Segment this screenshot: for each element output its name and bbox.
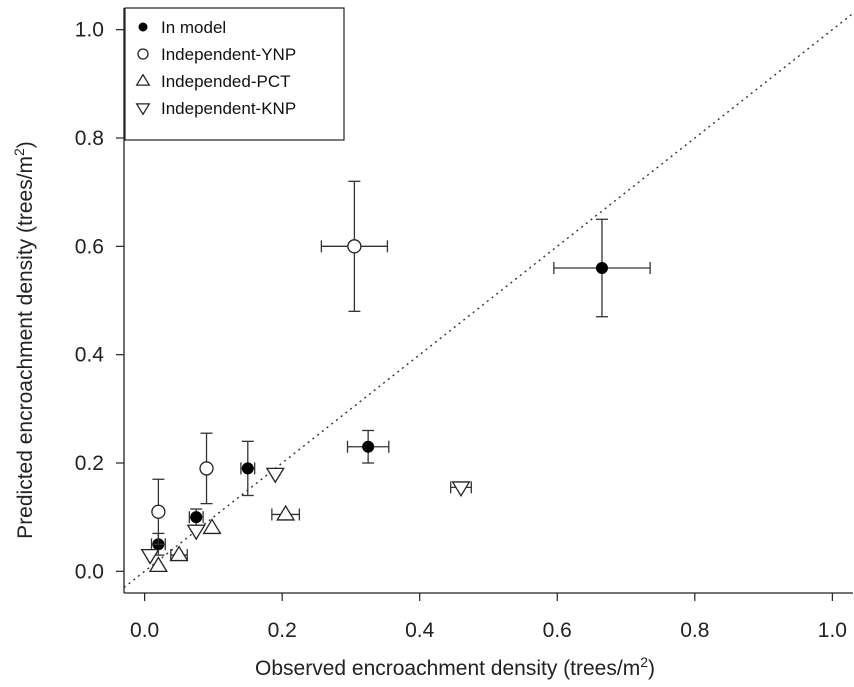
legend-marker — [137, 48, 149, 60]
y-axis-label-close: ) — [14, 141, 37, 148]
legend-entry: Independent-KNP — [161, 99, 296, 118]
legend-entry: In model — [161, 18, 226, 37]
data-point — [347, 239, 362, 254]
data-point — [595, 262, 608, 274]
y-tick-label: 0.0 — [75, 560, 104, 583]
legend-marker — [135, 103, 151, 116]
legend-marker — [138, 22, 148, 32]
y-axis-label-text: Predicted encroachment density (trees/m — [14, 156, 37, 539]
legend-entry: Independed-PCT — [161, 72, 290, 91]
data-point — [190, 511, 203, 524]
legend-box — [124, 7, 345, 141]
data-point — [199, 461, 214, 476]
series-up-triangle — [148, 504, 301, 573]
x-axis-label-text: Observed encroachment density (trees/m — [255, 657, 640, 680]
legend-entry: Independent-YNP — [161, 45, 296, 64]
x-tick-label: 0.4 — [405, 619, 435, 642]
legend: In model Independent-YNP Independed-PCT Ind… — [124, 7, 345, 141]
points-layer — [140, 180, 651, 573]
y-tick-label: 1.0 — [75, 19, 104, 42]
y-tick-label: 0.2 — [75, 452, 104, 475]
y-tick-label: 0.6 — [75, 235, 104, 258]
data-point — [276, 504, 296, 521]
y-axis-label-sup: 2 — [11, 148, 27, 156]
data-point — [148, 556, 168, 573]
one-to-one-line — [123, 12, 854, 589]
reference-line-layer — [123, 12, 854, 589]
data-point — [362, 440, 375, 453]
data-point — [202, 518, 222, 535]
series-down-triangle — [140, 467, 472, 565]
y-tick-label: 0.4 — [75, 344, 105, 367]
y-axis-label: Predicted encroachment density (trees/m2… — [11, 141, 37, 539]
data-point — [451, 481, 471, 498]
data-point — [265, 467, 285, 484]
legend-marker — [135, 73, 151, 86]
x-axis-label: Observed encroachment density (trees/m2) — [255, 654, 655, 680]
x-tick-label: 0.0 — [130, 619, 159, 642]
plot-frame — [123, 8, 853, 594]
data-point — [140, 548, 160, 565]
y-tick-label: 0.8 — [75, 127, 104, 150]
x-tick-label: 0.8 — [680, 619, 709, 642]
x-tick-label: 1.0 — [818, 619, 847, 642]
ticks-layer: 0.0 0.2 0.4 0.6 0.8 1.0 0.0 0.2 0.4 0.6 0.8 1.0 — [75, 19, 847, 642]
data-point — [241, 462, 254, 475]
data-point — [151, 504, 166, 519]
x-axis-label-sup: 2 — [640, 654, 648, 670]
data-point — [169, 545, 189, 562]
series-filled-circle — [150, 218, 651, 556]
x-tick-label: 0.2 — [268, 619, 297, 642]
x-tick-label: 0.6 — [543, 619, 572, 642]
data-point — [186, 524, 206, 541]
series-open-circle — [151, 180, 389, 545]
x-axis-label-close: ) — [648, 657, 655, 680]
